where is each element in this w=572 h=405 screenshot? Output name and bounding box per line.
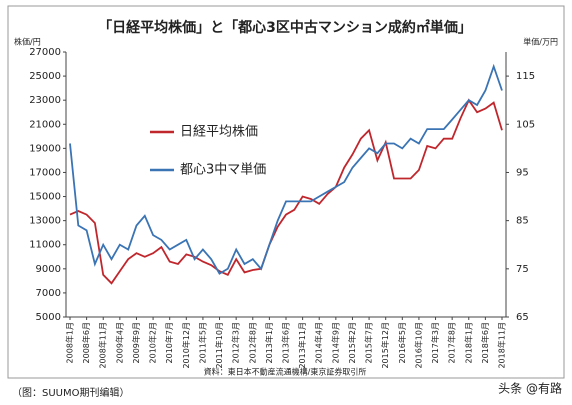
y-tick-label: 17000	[29, 167, 61, 178]
y-tick-label: 23000	[29, 95, 61, 106]
x-tick-label: 2009年9月	[131, 322, 141, 363]
x-tick-label: 2015年12月	[380, 322, 390, 369]
source: 資料：東日本不動産流通機構/東京証券取引所	[204, 367, 367, 377]
y-tick-label: 11000	[29, 240, 61, 251]
y2-tick-label: 65	[516, 312, 529, 323]
series-line	[69, 63, 503, 275]
x-tick-label: 2017年3月	[430, 322, 440, 363]
x-tick-label: 2010年7月	[164, 322, 174, 363]
y-tick-label: 7000	[36, 288, 61, 299]
y-tick-label: 21000	[29, 119, 61, 130]
x-tick-label: 2017年8月	[447, 322, 457, 363]
y2-tick-label: 75	[516, 264, 529, 275]
x-tick-label: 2015年7月	[364, 322, 374, 363]
x-tick-label: 2013年11月	[297, 322, 307, 369]
x-tick-label: 2018年1月	[463, 322, 473, 363]
y2-axis-label: 単価/万円	[523, 37, 558, 47]
x-tick-label: 2014年4月	[314, 322, 324, 363]
x-tick-label: 2009年4月	[114, 322, 124, 363]
y-tick-label: 25000	[29, 71, 61, 82]
x-tick-label: 2008年11月	[98, 322, 108, 369]
caption: （图：SUUMO期刊编辑）	[12, 386, 130, 399]
y-axis-label: 株価/円	[14, 37, 41, 47]
x-tick-label: 2015年2月	[347, 322, 357, 363]
y2-tick-label: 105	[516, 119, 535, 130]
x-tick-label: 2011年5月	[197, 322, 207, 363]
frame	[7, 5, 565, 379]
series-line	[69, 98, 503, 285]
x-tick-label: 2008年6月	[81, 322, 91, 363]
y2-tick-label: 115	[516, 71, 535, 82]
x-tick-label: 2008年1月	[65, 322, 75, 363]
x-tick-label: 2013年6月	[281, 322, 291, 363]
x-tick-label: 2010年2月	[148, 322, 158, 363]
x-tick-label: 2014年9月	[330, 322, 340, 363]
x-tick-label: 2012年8月	[247, 322, 257, 363]
y2-tick-label: 95	[516, 167, 529, 178]
x-tick-label: 2016年5月	[397, 322, 407, 363]
y-tick-label: 15000	[29, 192, 61, 203]
x-tick-label: 2012年3月	[231, 322, 241, 363]
x-tick-label: 2018年11月	[497, 322, 507, 369]
x-tick-label: 2011年10月	[214, 322, 224, 369]
y-tick-label: 5000	[36, 312, 61, 323]
x-tick-label: 2018年6月	[480, 322, 490, 363]
legend-label: 日経平均株価	[180, 125, 258, 140]
chart-title: 「日経平均株価」と「都心3区中古マンション成約㎡単価」	[98, 19, 472, 36]
y-tick-label: 19000	[29, 143, 61, 154]
x-tick-label: 2013年1月	[264, 322, 274, 363]
watermark: 头条 @有路	[498, 381, 562, 396]
x-tick-label: 2016年10月	[413, 322, 423, 369]
x-tick-label: 2010年12月	[181, 322, 191, 369]
y-tick-label: 13000	[29, 216, 61, 227]
y2-tick-label: 85	[516, 216, 529, 227]
legend-label: 都心3中マ単価	[180, 162, 266, 178]
y-tick-label: 9000	[36, 264, 61, 275]
y-tick-label: 27000	[29, 47, 61, 58]
